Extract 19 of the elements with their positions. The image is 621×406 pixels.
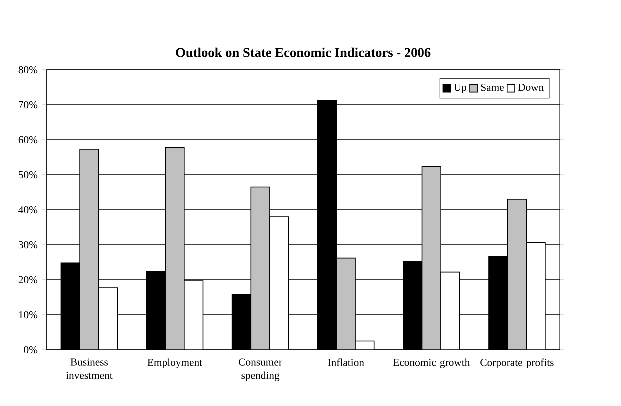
legend-label: Up [454,84,466,94]
x-tick-label: Corporate profits [480,358,554,368]
x-tick-label: Economic growth [393,358,470,368]
x-tick-label: Consumer spending [239,358,282,382]
y-tick-label: 80% [18,66,38,74]
y-tick-label: 40% [18,206,38,214]
y-tick-label: 50% [19,171,38,179]
legend-label: Same [481,84,504,92]
x-tick-label: Inflation [328,358,364,366]
y-tick-label: 70% [19,101,38,109]
x-tick-label: Business investment [66,358,113,380]
x-tick-label: Employment [148,358,203,368]
y-tick-label: 10% [19,311,38,319]
y-tick-label: 60% [18,136,38,144]
legend-label: Down [518,84,544,92]
y-tick-label: 20% [18,276,38,284]
y-tick-label: 0% [24,346,38,354]
chart-title: Outlook on State Economic Indicators - 2006 [176,48,431,58]
y-tick-label: 30% [18,241,38,249]
